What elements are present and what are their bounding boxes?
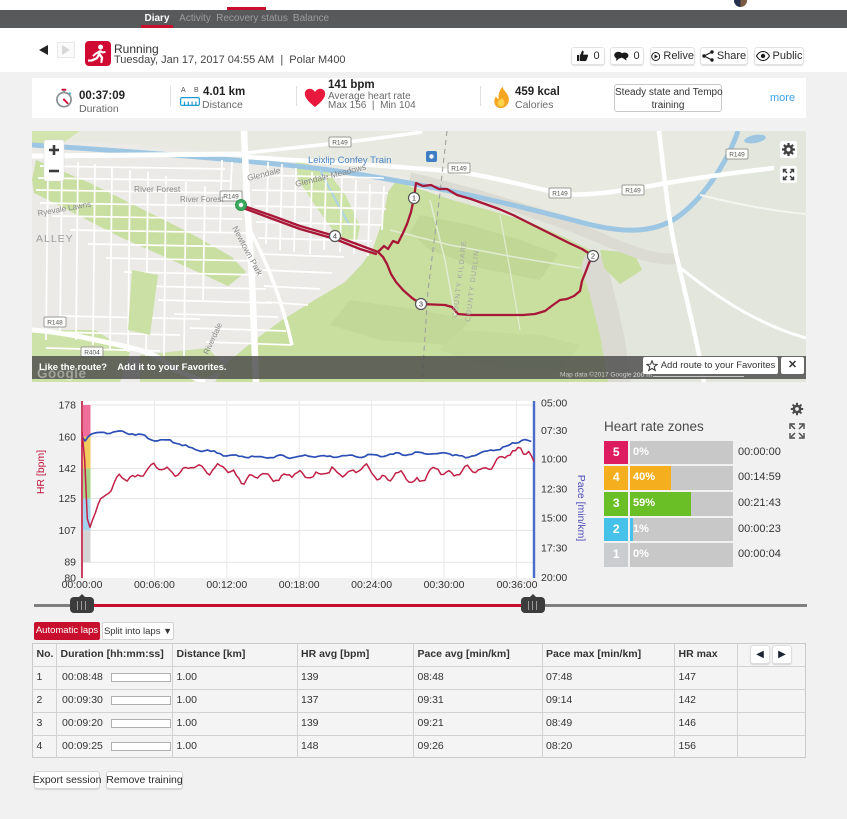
svg-text:River Forest: River Forest (134, 184, 181, 194)
svg-text:00:18:00: 00:18:00 (279, 579, 320, 591)
svg-text:89: 89 (64, 557, 76, 569)
svg-text:142: 142 (58, 463, 76, 475)
svg-text:Leixlip Confey Train: Leixlip Confey Train (308, 155, 391, 166)
svg-text:R149: R149 (625, 188, 641, 195)
svg-text:15:00: 15:00 (541, 513, 567, 525)
svg-text:125: 125 (58, 493, 76, 505)
svg-text:20:00: 20:00 (541, 572, 567, 584)
svg-text:05:00: 05:00 (541, 398, 567, 410)
svg-text:R404: R404 (84, 350, 100, 357)
svg-text:160: 160 (58, 431, 76, 443)
svg-text:00:30:00: 00:30:00 (424, 579, 465, 591)
svg-text:R149: R149 (223, 194, 239, 201)
svg-text:Pace [min/km]: Pace [min/km] (575, 475, 587, 542)
svg-text:00:24:00: 00:24:00 (351, 579, 392, 591)
svg-text:ALLEY: ALLEY (36, 233, 74, 245)
svg-text:R149: R149 (332, 140, 348, 147)
svg-text:R149: R149 (552, 191, 568, 198)
svg-text:12:30: 12:30 (541, 484, 567, 496)
svg-text:00:00:00: 00:00:00 (62, 579, 103, 591)
svg-text:07:30: 07:30 (541, 425, 567, 437)
svg-text:1: 1 (412, 194, 416, 203)
svg-text:4: 4 (333, 232, 337, 241)
svg-text:00:06:00: 00:06:00 (134, 579, 175, 591)
svg-text:HR [bpm]: HR [bpm] (35, 450, 47, 494)
svg-text:R149: R149 (729, 152, 745, 159)
svg-text:River Forest: River Forest (180, 195, 224, 204)
svg-text:17:30: 17:30 (541, 543, 567, 555)
svg-text:00:12:00: 00:12:00 (206, 579, 247, 591)
svg-text:10:00: 10:00 (541, 454, 567, 466)
svg-text:R149: R149 (451, 166, 467, 173)
svg-text:80: 80 (64, 573, 76, 585)
svg-text:178: 178 (58, 400, 76, 412)
svg-text:00:36:00: 00:36:00 (497, 579, 538, 591)
svg-text:2: 2 (591, 252, 595, 261)
svg-text:3: 3 (419, 300, 423, 309)
svg-text:R148: R148 (47, 320, 63, 327)
svg-text:107: 107 (58, 525, 76, 537)
